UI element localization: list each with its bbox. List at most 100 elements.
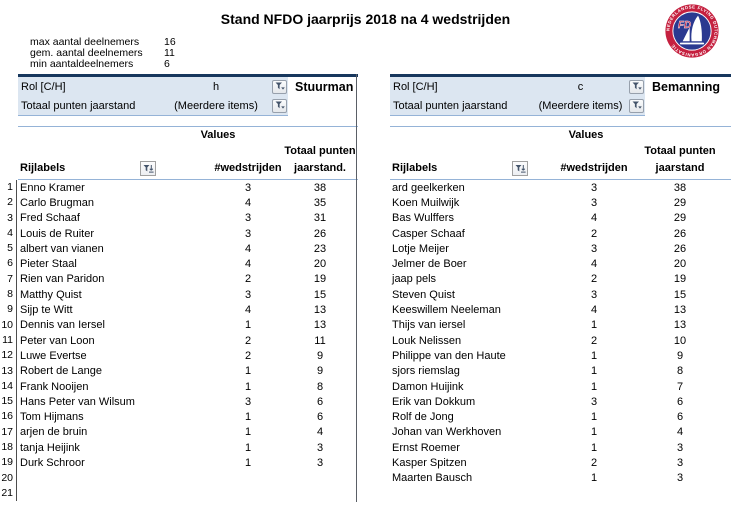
wedstrijden-cell[interactable]: 1 bbox=[244, 380, 252, 393]
player-name-cell[interactable]: Maarten Bausch bbox=[392, 472, 473, 485]
player-name-cell[interactable]: Johan van Werkhoven bbox=[392, 426, 502, 439]
points-cell[interactable]: 13 bbox=[313, 319, 327, 332]
row-number[interactable]: 15 bbox=[1, 395, 13, 408]
wedstrijden-cell[interactable]: 1 bbox=[244, 456, 252, 469]
points-cell[interactable]: 4 bbox=[316, 426, 324, 439]
filter-funnel-button[interactable] bbox=[629, 98, 644, 113]
points-cell[interactable]: 38 bbox=[673, 181, 687, 194]
filter-funnel-button[interactable] bbox=[272, 98, 287, 113]
wedstrijden-cell[interactable]: 3 bbox=[590, 181, 598, 194]
row-number[interactable]: 19 bbox=[1, 456, 13, 469]
wedstrijden-cell[interactable]: 2 bbox=[244, 349, 252, 362]
points-cell[interactable]: 26 bbox=[673, 227, 687, 240]
points-cell[interactable]: 38 bbox=[313, 181, 327, 194]
wedstrijden-cell[interactable]: 4 bbox=[590, 258, 598, 271]
wedstrijden-cell[interactable]: 2 bbox=[590, 456, 598, 469]
wedstrijden-cell[interactable]: 3 bbox=[244, 395, 252, 408]
row-number[interactable]: 10 bbox=[1, 318, 13, 331]
points-cell[interactable]: 29 bbox=[673, 212, 687, 225]
wedstrijden-cell[interactable]: 3 bbox=[244, 227, 252, 240]
points-cell[interactable]: 13 bbox=[673, 319, 687, 332]
wedstrijden-cell[interactable]: 1 bbox=[590, 441, 598, 454]
points-cell[interactable]: 6 bbox=[316, 411, 324, 424]
points-cell[interactable]: 9 bbox=[316, 365, 324, 378]
player-name-cell[interactable]: Pieter Staal bbox=[20, 258, 77, 271]
player-name-cell[interactable]: Robert de Lange bbox=[20, 365, 102, 378]
player-name-cell[interactable]: albert van vianen bbox=[20, 242, 104, 255]
player-name-cell[interactable]: Bas Wulffers bbox=[392, 212, 454, 225]
points-cell[interactable]: 15 bbox=[313, 288, 327, 301]
wedstrijden-cell[interactable]: 1 bbox=[590, 349, 598, 362]
points-cell[interactable]: 4 bbox=[676, 426, 684, 439]
wedstrijden-cell[interactable]: 4 bbox=[590, 212, 598, 225]
player-name-cell[interactable]: Fred Schaaf bbox=[20, 212, 80, 225]
wedstrijden-cell[interactable]: 1 bbox=[244, 441, 252, 454]
row-number[interactable]: 1 bbox=[7, 181, 13, 193]
points-cell[interactable]: 31 bbox=[313, 212, 327, 225]
row-number[interactable]: 3 bbox=[7, 211, 13, 224]
wedstrijden-cell[interactable]: 1 bbox=[244, 411, 252, 424]
player-name-cell[interactable]: Frank Nooijen bbox=[20, 380, 89, 393]
player-name-cell[interactable]: Steven Quist bbox=[392, 288, 455, 301]
wedstrijden-cell[interactable]: 1 bbox=[590, 426, 598, 439]
player-name-cell[interactable]: Enno Kramer bbox=[20, 181, 85, 194]
row-number[interactable]: 5 bbox=[7, 242, 13, 255]
wedstrijden-cell[interactable]: 1 bbox=[590, 319, 598, 332]
wedstrijden-cell[interactable]: 1 bbox=[244, 426, 252, 439]
player-name-cell[interactable]: Dennis van Iersel bbox=[20, 319, 105, 332]
row-number[interactable]: 13 bbox=[1, 364, 13, 377]
player-name-cell[interactable]: Matthy Quist bbox=[20, 288, 82, 301]
filter-funnel-button[interactable] bbox=[629, 79, 644, 94]
wedstrijden-cell[interactable]: 1 bbox=[590, 472, 598, 485]
points-cell[interactable]: 3 bbox=[676, 472, 684, 485]
row-number[interactable]: 18 bbox=[1, 441, 13, 454]
player-name-cell[interactable]: Sijp te Witt bbox=[20, 304, 73, 317]
player-name-cell[interactable]: Thijs van iersel bbox=[392, 319, 466, 332]
player-name-cell[interactable]: Luwe Evertse bbox=[20, 349, 87, 362]
row-number[interactable]: 2 bbox=[7, 196, 13, 209]
points-cell[interactable]: 20 bbox=[673, 258, 687, 271]
wedstrijden-cell[interactable]: 3 bbox=[244, 181, 252, 194]
player-name-cell[interactable]: Durk Schroor bbox=[20, 456, 85, 469]
rijlabels-filter-button[interactable] bbox=[140, 161, 156, 176]
player-name-cell[interactable]: Lotje Meijer bbox=[392, 242, 449, 255]
filter-value[interactable]: h bbox=[212, 80, 220, 93]
row-number[interactable]: 16 bbox=[1, 410, 13, 423]
filter-value[interactable]: (Meerdere items) bbox=[538, 99, 623, 112]
wedstrijden-cell[interactable]: 1 bbox=[590, 380, 598, 393]
player-name-cell[interactable]: Ernst Roemer bbox=[392, 441, 460, 454]
player-name-cell[interactable]: tanja Heijink bbox=[20, 441, 80, 454]
row-number[interactable]: 20 bbox=[1, 471, 13, 484]
points-cell[interactable]: 8 bbox=[676, 365, 684, 378]
points-cell[interactable]: 23 bbox=[313, 242, 327, 255]
player-name-cell[interactable]: Louis de Ruiter bbox=[20, 227, 94, 240]
points-cell[interactable]: 10 bbox=[673, 334, 687, 347]
player-name-cell[interactable]: Hans Peter van Wilsum bbox=[20, 395, 135, 408]
wedstrijden-cell[interactable]: 2 bbox=[244, 273, 252, 286]
wedstrijden-cell[interactable]: 3 bbox=[590, 288, 598, 301]
points-cell[interactable]: 13 bbox=[673, 304, 687, 317]
filter-value[interactable]: c bbox=[577, 80, 584, 93]
wedstrijden-cell[interactable]: 3 bbox=[244, 212, 252, 225]
points-cell[interactable]: 26 bbox=[313, 227, 327, 240]
player-name-cell[interactable]: Rolf de Jong bbox=[392, 411, 454, 424]
player-name-cell[interactable]: Jelmer de Boer bbox=[392, 258, 467, 271]
player-name-cell[interactable]: Tom Hijmans bbox=[20, 411, 84, 424]
wedstrijden-cell[interactable]: 4 bbox=[244, 196, 252, 209]
player-name-cell[interactable]: Erik van Dokkum bbox=[392, 395, 476, 408]
wedstrijden-cell[interactable]: 1 bbox=[244, 365, 252, 378]
points-cell[interactable]: 19 bbox=[673, 273, 687, 286]
points-cell[interactable]: 26 bbox=[673, 242, 687, 255]
rijlabels-filter-button[interactable] bbox=[512, 161, 528, 176]
wedstrijden-cell[interactable]: 1 bbox=[590, 411, 598, 424]
wedstrijden-cell[interactable]: 3 bbox=[244, 288, 252, 301]
wedstrijden-cell[interactable]: 4 bbox=[244, 304, 252, 317]
row-number[interactable]: 7 bbox=[7, 272, 13, 285]
player-name-cell[interactable]: Peter van Loon bbox=[20, 334, 95, 347]
wedstrijden-cell[interactable]: 3 bbox=[590, 242, 598, 255]
points-cell[interactable]: 6 bbox=[316, 395, 324, 408]
row-number[interactable]: 6 bbox=[7, 257, 13, 270]
wedstrijden-cell[interactable]: 1 bbox=[244, 319, 252, 332]
row-number[interactable]: 12 bbox=[1, 349, 13, 362]
wedstrijden-cell[interactable]: 1 bbox=[590, 365, 598, 378]
